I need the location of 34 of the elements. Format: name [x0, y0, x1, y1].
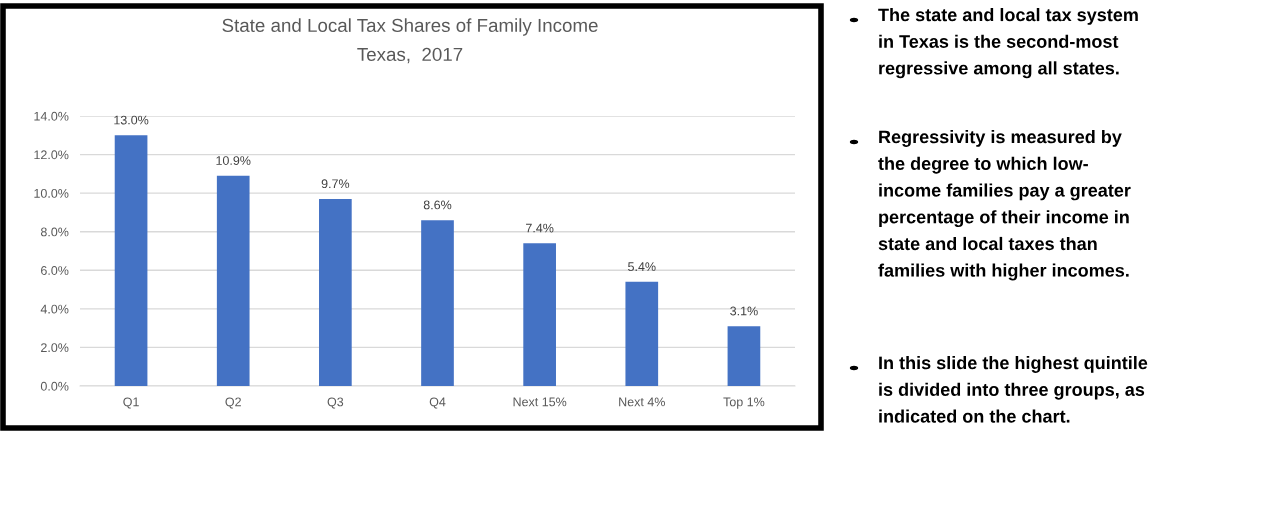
text: Regressivity is measured by the degree to which low- income families pay a greater percentage of their income in state and local taxes than families with higher incomes. [878, 130, 1131, 281]
y-tick-label: 10.0% [34, 188, 69, 198]
y-tick-label: 6.0% [41, 266, 69, 275]
y-tick-label: 14.0% [34, 111, 69, 121]
y-tick-label: 2.0% [41, 343, 69, 353]
data-label: 5.4% [628, 262, 656, 272]
chart-title: State and Local Tax Shares of Family Income [222, 18, 598, 36]
bar [625, 281, 659, 386]
x-tick-label: Q2 [225, 397, 241, 409]
y-tick-label: 0.0% [40, 381, 69, 391]
chart-subtitle: Texas, 2017 [357, 47, 463, 64]
x-tick-label: Q4 [429, 397, 446, 409]
data-label: 13.0% [114, 115, 149, 125]
bar [727, 326, 761, 386]
bar [216, 175, 250, 386]
data-label: 3.1% [730, 306, 758, 316]
y-tick-label: 12.0% [34, 150, 69, 160]
bar [114, 135, 148, 386]
data-label: 8.6% [423, 200, 452, 210]
x-tick-label: Next 15% [513, 397, 567, 407]
x-tick-label: Q1 [123, 397, 139, 409]
bar [319, 198, 352, 386]
text: The state and local tax system in Texas is the second-most regressive among all states. [878, 8, 1138, 79]
x-tick-label: Next 4% [619, 397, 665, 407]
bar [523, 243, 556, 386]
x-tick-label: Q3 [327, 397, 344, 409]
data-label: 10.9% [216, 156, 251, 165]
x-tick-label: Top 1% [723, 397, 765, 409]
bar [421, 220, 454, 386]
y-tick-label: 4.0% [40, 304, 69, 314]
data-label: 7.4% [526, 223, 554, 233]
data-label: 9.7% [321, 179, 350, 189]
text: In this slide the highest quintile is divided into three groups, as indicated on the chart. [879, 356, 1148, 423]
y-tick-label: 8.0% [40, 227, 69, 237]
